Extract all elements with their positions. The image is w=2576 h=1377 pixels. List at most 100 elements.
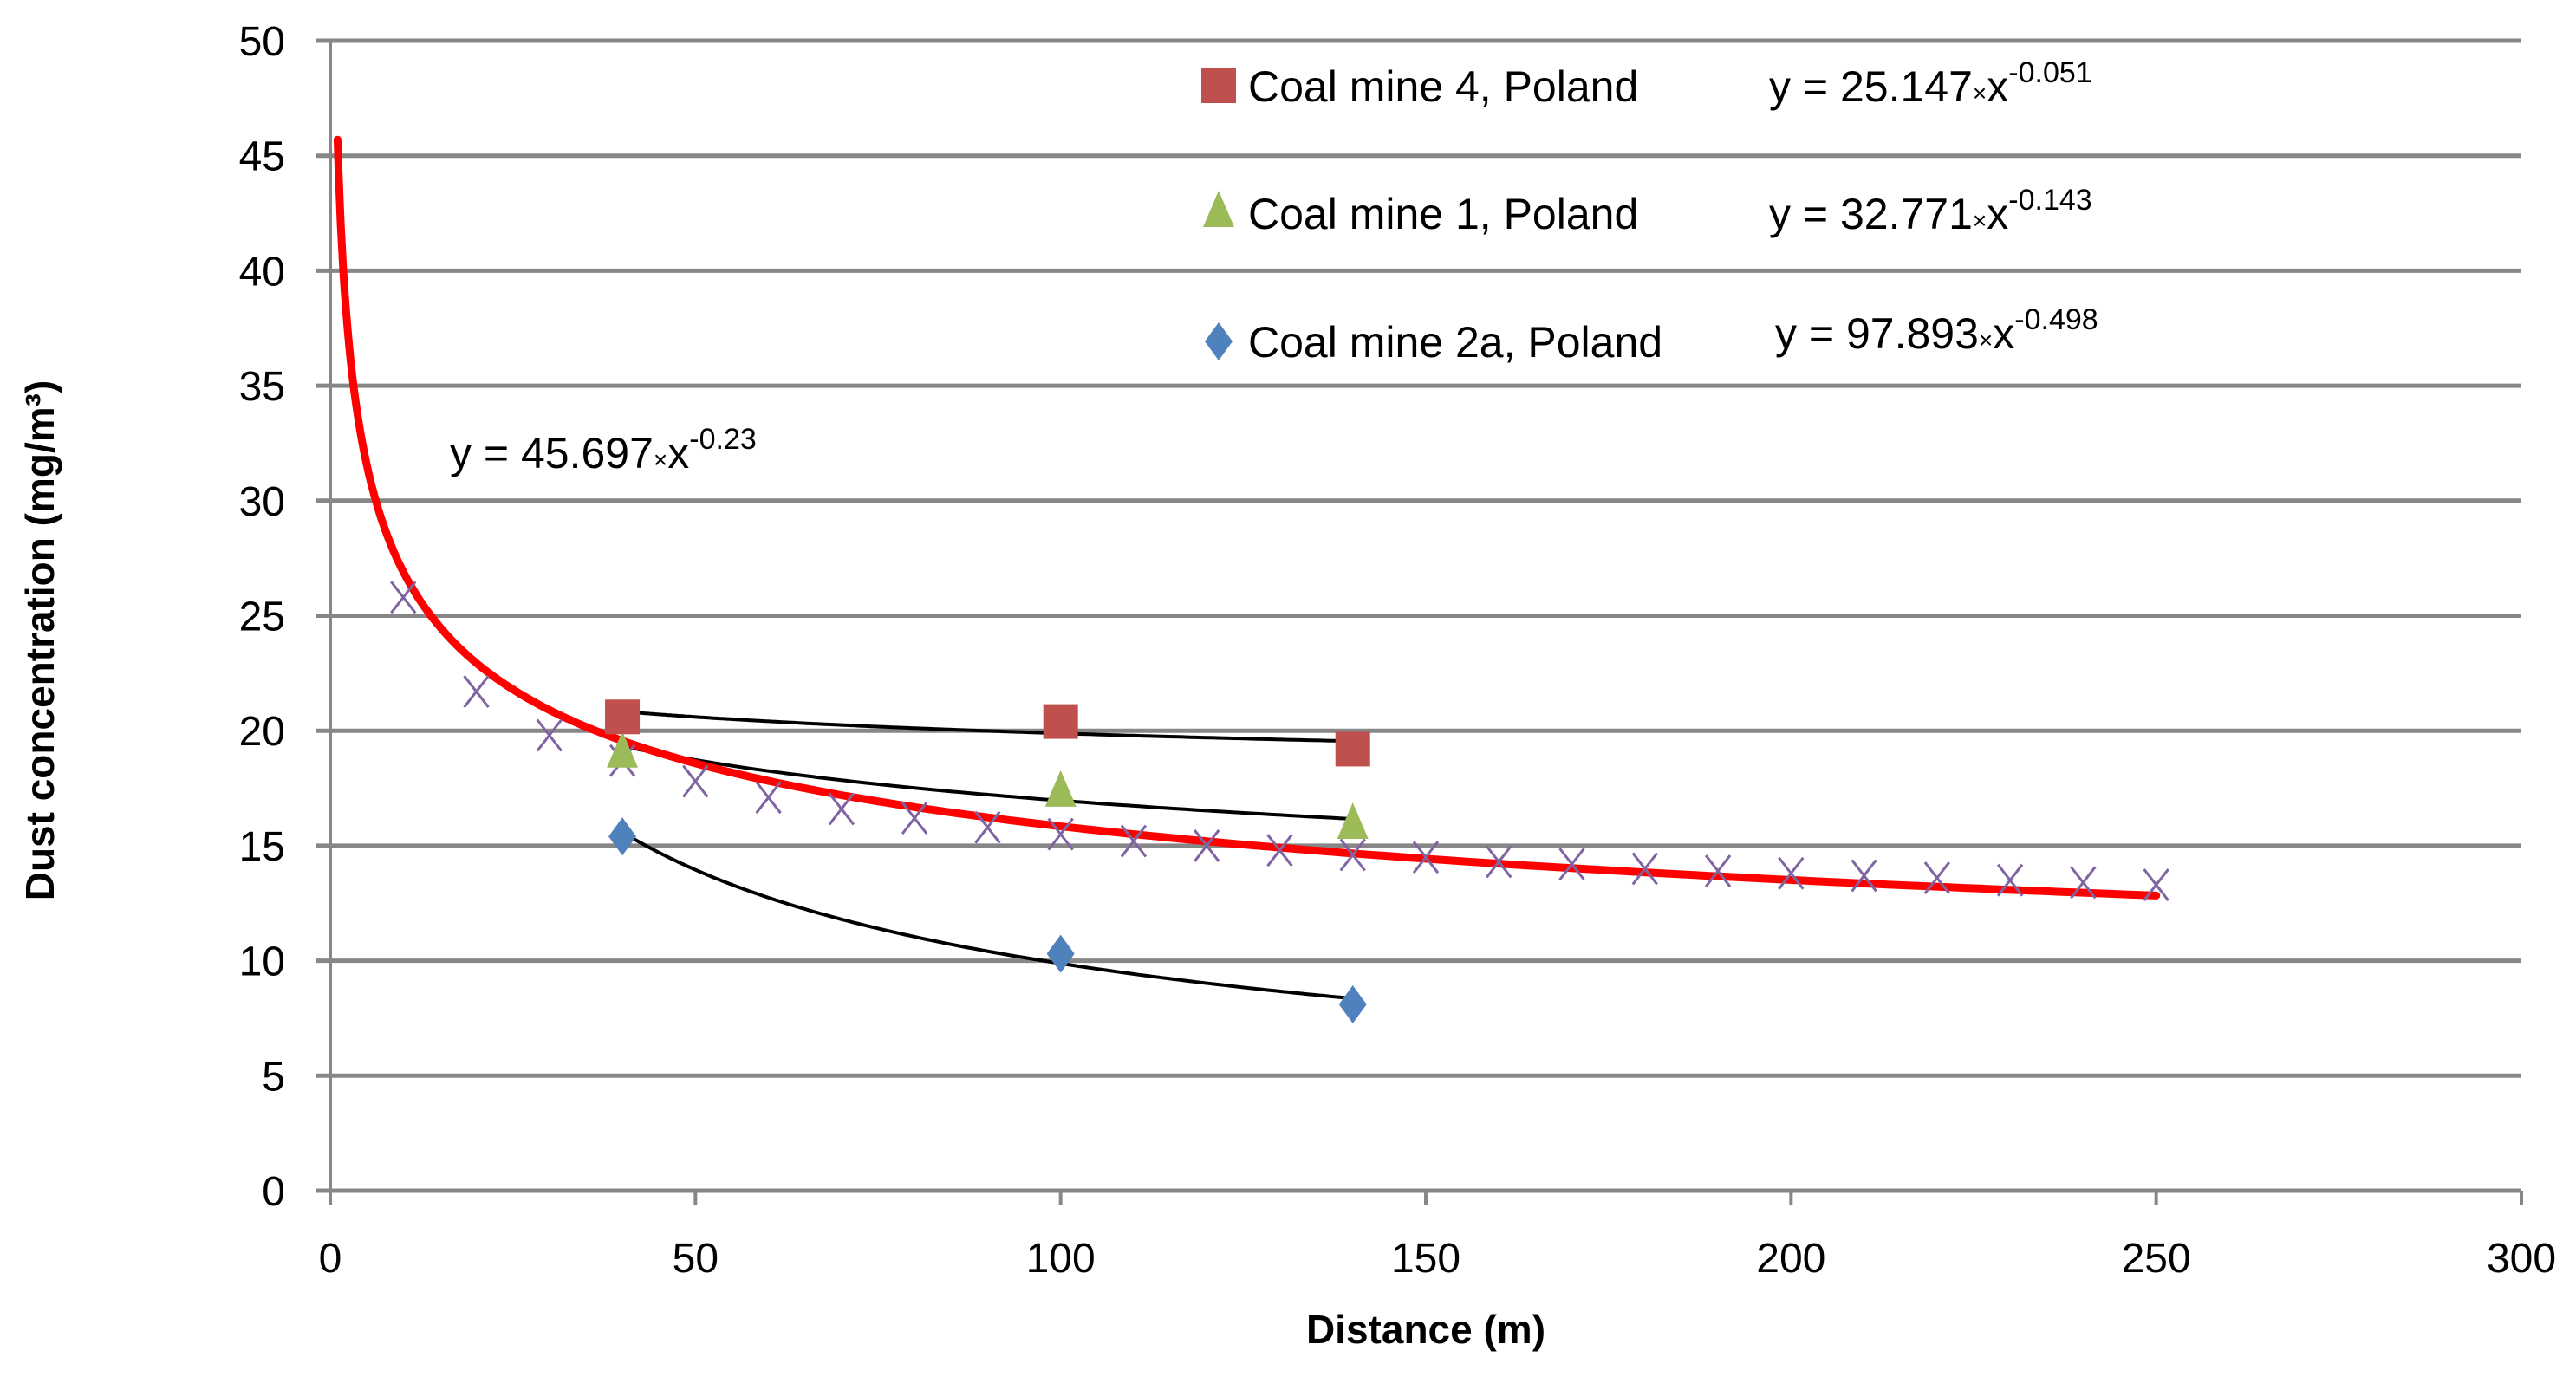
main-fit-equation: y = 45.697×x-0.23 [450, 423, 757, 477]
data-point-x [682, 764, 709, 798]
data-point-x [1851, 859, 1877, 893]
data-point-square [1335, 731, 1370, 767]
equation-part: x [1993, 309, 2014, 358]
x-tick-label: 100 [1026, 1236, 1096, 1282]
data-point-triangle [607, 731, 639, 768]
equation-part: x [1987, 62, 2008, 111]
legend-label: Coal mine 1, Poland [1248, 190, 1638, 238]
y-tick-label: 30 [239, 479, 285, 525]
equation-part: × [1973, 207, 1987, 234]
data-point-x [463, 675, 490, 709]
data-point-x [1996, 863, 2024, 897]
legend-marker-triangle [1203, 191, 1234, 227]
data-point-x [1486, 845, 1512, 879]
x-marker-stroke [1704, 854, 1732, 888]
data-point-x [1120, 824, 1148, 858]
data-point-diamond [1338, 985, 1367, 1024]
y-tick-label: 50 [239, 19, 285, 65]
x-marker-stroke [1194, 828, 1220, 862]
y-axis-title: Dust concentration (mg/m³) [17, 380, 62, 901]
data-point-triangle [1044, 770, 1077, 807]
y-tick-label: 20 [239, 709, 285, 755]
data-point-x [1923, 861, 1951, 894]
legend-label: Coal mine 4, Poland [1248, 62, 1638, 111]
x-marker-stroke [1339, 838, 1366, 872]
data-point-square [605, 699, 641, 735]
legend-item: Coal mine 2a, Poland y = 97.893×x-0.498 [1205, 303, 2098, 367]
y-tick-label: 5 [262, 1054, 285, 1100]
x-marker-stroke [1631, 852, 1658, 886]
x-marker-stroke [974, 810, 1001, 844]
main-power-fit-line [333, 135, 2161, 900]
equation-part: x [1987, 190, 2008, 238]
equation-part: y = 25.147 [1769, 62, 1973, 111]
equation-part: y = 45.697 [450, 429, 654, 477]
equation-part: × [1973, 80, 1987, 107]
x-tick-label: 0 [319, 1236, 342, 1282]
data-point-x [2070, 866, 2097, 900]
equation-part: y = 32.771 [1769, 190, 1973, 238]
x-marker-stroke [1851, 859, 1877, 893]
legend-marker-diamond [1205, 322, 1233, 360]
equation-part: -0.143 [2008, 184, 2091, 217]
data-point-x [390, 581, 417, 614]
x-marker-stroke [1778, 856, 1805, 890]
data-point-diamond [608, 817, 637, 856]
legend-equation: y = 97.893×x-0.498 [1775, 303, 2098, 358]
equation-part: × [654, 446, 667, 473]
equation-part: x [667, 429, 689, 477]
x-marker-stroke [2143, 868, 2169, 901]
legend-equation: y = 32.771×x-0.143 [1769, 184, 2092, 238]
data-points [390, 581, 2169, 1024]
data-point-x [828, 792, 855, 826]
data-point-triangle [1337, 802, 1369, 840]
data-point-x [1558, 848, 1585, 881]
data-point-x [1339, 838, 1366, 872]
data-point-x [901, 802, 928, 835]
x-marker-stroke [1923, 861, 1951, 894]
x-axis-title: Distance (m) [1306, 1307, 1545, 1352]
data-point-square [1043, 704, 1078, 739]
legend-item: Coal mine 4, Poland y = 25.147×x-0.051 [1201, 56, 2092, 111]
data-point-x [1047, 817, 1074, 851]
y-tick-label: 0 [262, 1169, 285, 1215]
x-marker-stroke [1266, 834, 1293, 867]
trendline-square [621, 710, 1355, 744]
equation-part: -0.498 [2014, 303, 2098, 336]
x-marker-stroke [1486, 845, 1512, 879]
x-tick-label: 50 [673, 1236, 719, 1282]
x-marker-stroke [2070, 866, 2097, 900]
legend-equation: y = 25.147×x-0.051 [1769, 56, 2092, 111]
data-point-x [1631, 852, 1658, 886]
x-marker-stroke [828, 792, 855, 826]
y-tick-label: 25 [239, 594, 285, 640]
x-marker-stroke [1558, 848, 1585, 881]
data-point-diamond [1046, 934, 1075, 973]
equation-part: -0.051 [2008, 56, 2091, 89]
data-point-x [1778, 856, 1805, 890]
x-marker-stroke [463, 675, 490, 709]
x-marker-stroke [390, 581, 417, 614]
y-tick-label: 15 [239, 824, 285, 870]
x-marker-stroke [1412, 841, 1440, 874]
x-marker-stroke [1996, 863, 2024, 897]
legend: Coal mine 4, Poland y = 25.147×x-0.051Coa… [450, 56, 2098, 477]
x-tick-label: 250 [2122, 1236, 2191, 1282]
equation-part: -0.23 [689, 423, 757, 456]
x-marker-stroke [755, 781, 782, 815]
x-marker-stroke [1047, 817, 1074, 851]
data-point-x [1266, 834, 1293, 867]
y-tick-label: 35 [239, 364, 285, 410]
y-tick-label: 10 [239, 939, 285, 985]
data-point-x [536, 718, 563, 752]
equation-part: y = 97.893 [1775, 309, 1979, 358]
equation-part: × [1979, 327, 1993, 354]
tick-labels: 0 5 10 15 20 25 30 35 40 45 50 0 50 100 150 200 250 300 [239, 19, 2556, 1282]
data-point-x [1194, 828, 1220, 862]
gridlines [316, 38, 2523, 1205]
legend-label: Coal mine 2a, Poland [1248, 318, 1662, 367]
x-tick-label: 200 [1756, 1236, 1825, 1282]
data-point-x [2143, 868, 2169, 901]
x-marker-stroke [901, 802, 928, 835]
